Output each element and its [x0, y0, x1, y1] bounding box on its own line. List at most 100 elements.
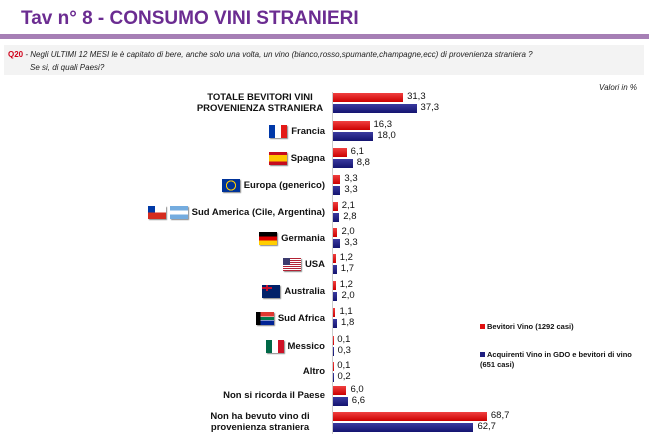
data-label-series2: 1,7	[340, 263, 355, 274]
bar-series2	[333, 373, 334, 382]
question-text-line2: Se si, di quali Paesi?	[30, 63, 105, 72]
category-text: Francia	[291, 126, 325, 137]
bar-series2	[333, 186, 341, 195]
bar-series1	[333, 254, 336, 263]
category-label: Altro	[303, 366, 325, 377]
question-code: Q20	[8, 50, 24, 59]
legend-swatch	[480, 324, 485, 329]
category-label: Sud America (Cile, Argentina)	[147, 206, 325, 219]
category-text: Sud Africa	[277, 313, 325, 324]
data-label-series1: 0,1	[337, 334, 351, 345]
data-label-series2: 0,3	[337, 345, 351, 356]
bar-series1	[333, 175, 341, 184]
bar-series2	[333, 347, 334, 356]
data-label-series2: 6,6	[351, 395, 365, 406]
page-title: Tav n° 8 - CONSUMO VINI STRANIERI	[21, 8, 359, 29]
bar-series1	[333, 281, 336, 290]
bar-series2	[333, 397, 348, 406]
data-label-series2: 2,8	[343, 211, 357, 222]
category-label: Spagna	[268, 152, 325, 165]
data-label-series1: 0,1	[337, 360, 351, 371]
data-label-series1: 31,3	[407, 91, 426, 102]
category-label: Non si ricorda il Paese	[223, 390, 325, 401]
category-text: Germania	[281, 233, 325, 244]
bar-series1	[333, 228, 338, 237]
category-label: TOTALE BEVITORI VINI PROVENIENZA STRANIE…	[195, 92, 325, 114]
category-label: Francia	[269, 125, 325, 138]
question-box: Q20 - Negli ULTIMI 12 MESI le è capitato…	[4, 45, 644, 75]
bar-series1	[333, 121, 370, 130]
eu-flag-icon	[221, 179, 240, 192]
chart-axis	[332, 92, 333, 434]
category-text: Spagna	[290, 153, 325, 164]
category-text: Australia	[284, 286, 325, 297]
bar-series2	[333, 104, 417, 113]
data-label-series1: 3,3	[344, 173, 358, 184]
data-label-series2: 18,0	[377, 130, 396, 141]
legend-item-series1: Bevitori Vino (1292 casi)	[480, 322, 645, 332]
legend-label: Bevitori Vino (1292 casi)	[487, 322, 574, 331]
data-label-series2: 3,3	[344, 237, 358, 248]
bar-series1	[333, 412, 487, 421]
chile-flag-icon	[147, 206, 166, 219]
bar-series1	[333, 308, 336, 317]
data-label-series1: 6,0	[350, 384, 364, 395]
data-label-series2: 0,2	[337, 371, 351, 382]
category-label: Sud Africa	[255, 312, 325, 325]
mexico-flag-icon	[265, 340, 284, 353]
bar-series2	[333, 239, 341, 248]
australia-flag-icon	[262, 285, 281, 298]
category-text: Sud America (Cile, Argentina)	[191, 207, 325, 218]
bar-series1	[333, 336, 334, 345]
data-label-series2: 2,0	[341, 290, 355, 301]
data-label-series1: 2,1	[341, 200, 355, 211]
data-label-series2: 3,3	[344, 184, 358, 195]
data-label-series1: 6,1	[350, 146, 364, 157]
category-label: USA	[282, 258, 325, 271]
legend-swatch	[480, 352, 485, 357]
category-label: Germania	[259, 232, 325, 245]
bar-series1	[333, 148, 347, 157]
category-text: Non si ricorda il Paese	[223, 390, 325, 401]
category-label: Australia	[262, 285, 325, 298]
data-label-series2: 37,3	[420, 102, 440, 113]
south-africa-flag-icon	[255, 312, 274, 325]
legend-label: Acquirenti Vino in GDO e bevitori di vin…	[480, 350, 632, 369]
bar-series1	[333, 202, 338, 211]
bar-series2	[333, 292, 338, 301]
units-note: Valori in %	[599, 83, 637, 92]
france-flag-icon	[269, 125, 288, 138]
bar-series1	[333, 386, 347, 395]
category-text: Europa (generico)	[243, 180, 325, 191]
argentina-flag-icon	[169, 206, 188, 219]
title-divider	[0, 34, 649, 39]
spain-flag-icon	[268, 152, 287, 165]
category-label: Non ha bevuto vino di provenienza strani…	[195, 411, 325, 433]
category-text: TOTALE BEVITORI VINI PROVENIENZA STRANIE…	[196, 92, 324, 114]
category-label: Messico	[265, 340, 326, 353]
bar-series2	[333, 319, 338, 328]
category-text: Messico	[287, 341, 326, 352]
bar-series2	[333, 159, 353, 168]
bar-series2	[333, 132, 374, 141]
data-label-series2: 1,8	[341, 317, 355, 328]
legend-item-series2: Acquirenti Vino in GDO e bevitori di vin…	[480, 350, 645, 370]
data-label-series1: 68,7	[490, 410, 510, 421]
data-label-series1: 1,2	[339, 252, 353, 263]
bar-series1	[333, 362, 334, 371]
bar-series2	[333, 423, 474, 432]
data-label-series2: 62,7	[477, 421, 496, 432]
category-text: USA	[304, 259, 325, 270]
germany-flag-icon	[259, 232, 278, 245]
bar-series1	[333, 93, 404, 102]
data-label-series1: 16,3	[373, 119, 393, 130]
bar-series2	[333, 213, 340, 222]
data-label-series2: 8,8	[356, 157, 370, 168]
category-text: Altro	[302, 366, 325, 377]
usa-flag-icon	[282, 258, 301, 271]
category-label: Europa (generico)	[221, 179, 325, 192]
bar-series2	[333, 265, 337, 274]
data-label-series1: 1,1	[339, 306, 353, 317]
question-text: - Negli ULTIMI 12 MESI le è capitato di …	[23, 50, 533, 59]
